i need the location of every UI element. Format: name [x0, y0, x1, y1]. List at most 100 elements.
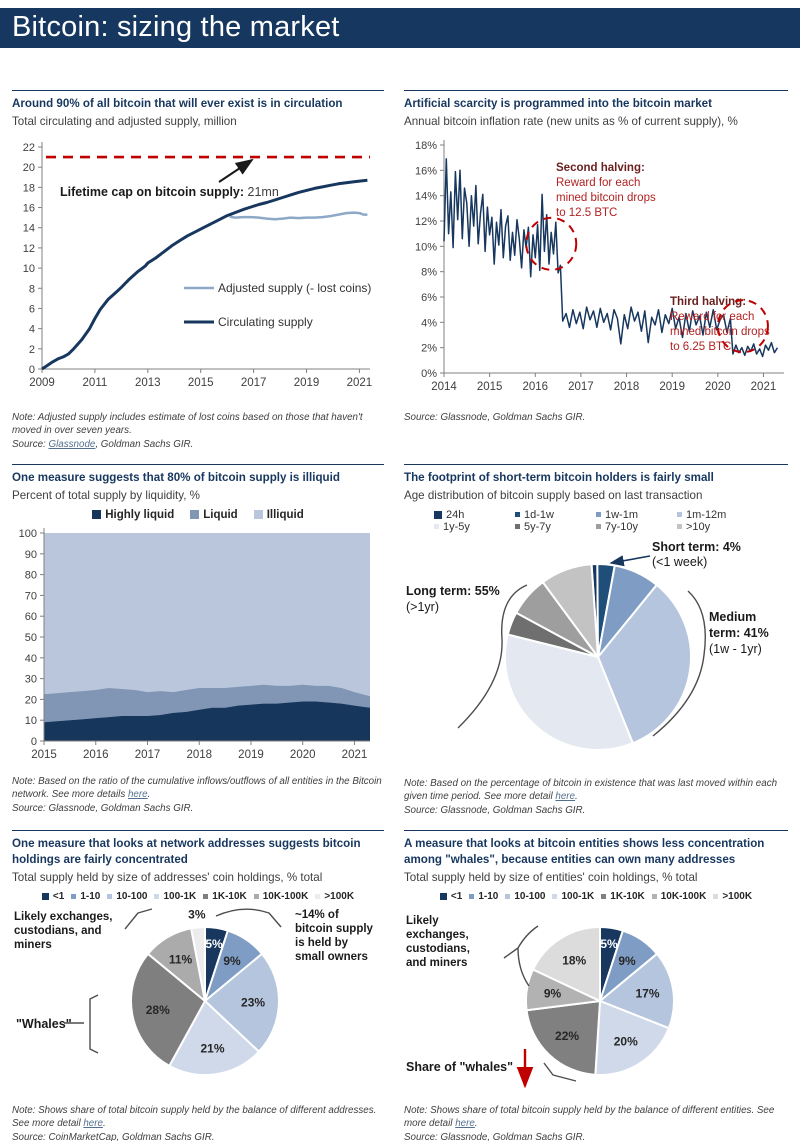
svg-text:2015: 2015: [31, 749, 57, 761]
note-text: Note: Based on the ratio of the cumulati…: [12, 775, 382, 801]
svg-text:10: 10: [23, 263, 35, 275]
svg-text:10: 10: [25, 715, 37, 727]
svg-text:28%: 28%: [146, 1003, 170, 1017]
note-text: . Source: Glassnode, Goldman Sachs GIR.: [404, 791, 586, 816]
legend-label: >100K: [722, 890, 753, 902]
section-rule: [404, 90, 788, 91]
section-age: The footprint of short-term bitcoin hold…: [404, 464, 788, 817]
svg-text:2019: 2019: [238, 749, 264, 761]
legend-swatch-icon: [434, 510, 442, 519]
note-text: Note: Adjusted supply includes estimate …: [12, 411, 363, 450]
svg-text:term: 41%: term: 41%: [709, 626, 769, 640]
legend-item: 1m-12m: [677, 509, 758, 521]
svg-text:2021: 2021: [342, 749, 368, 761]
legend-label: 5y-7y: [524, 520, 551, 533]
legend-label: 10K-100K: [262, 890, 309, 902]
svg-text:2011: 2011: [83, 377, 108, 389]
svg-text:Medium: Medium: [709, 610, 756, 624]
legend-item: 1w-1m: [596, 509, 677, 521]
legend-swatch-icon: [505, 893, 511, 899]
svg-text:9%: 9%: [223, 954, 241, 968]
legend-swatch-icon: [154, 893, 160, 899]
legend-label: 1K-10K: [610, 890, 645, 902]
legend-item: 1K-10K: [203, 891, 247, 902]
legend-swatch-icon: [677, 512, 682, 518]
content-grid: Around 90% of all bitcoin that will ever…: [0, 48, 800, 1141]
legend-swatch-icon: [515, 524, 520, 530]
svg-text:18%: 18%: [562, 953, 586, 967]
svg-text:18%: 18%: [415, 140, 437, 152]
legend-item: 1y-5y: [434, 521, 515, 533]
svg-text:small owners: small owners: [295, 951, 368, 963]
legend-item: Highly liquid: [92, 509, 174, 521]
svg-text:100: 100: [19, 528, 37, 540]
note-link[interactable]: Glassnode: [48, 438, 96, 450]
svg-text:0: 0: [31, 736, 37, 748]
svg-text:2017: 2017: [135, 749, 161, 761]
svg-text:2%: 2%: [421, 342, 437, 354]
note-link[interactable]: here: [83, 1118, 103, 1130]
svg-text:2013: 2013: [135, 377, 161, 389]
chart-title: A measure that looks at bitcoin entities…: [404, 837, 765, 867]
svg-text:23%: 23%: [241, 995, 265, 1009]
svg-text:Third halving:: Third halving:: [670, 296, 746, 308]
svg-text:18: 18: [23, 182, 35, 194]
legend-swatch-icon: [651, 893, 657, 899]
chart-subtitle: Total supply held by size of addresses' …: [12, 870, 323, 884]
svg-text:2021: 2021: [347, 377, 373, 389]
svg-text:Likely exchanges,: Likely exchanges,: [14, 911, 112, 923]
svg-text:Likely: Likely: [406, 915, 439, 927]
svg-text:"Whales": "Whales": [16, 1017, 72, 1031]
svg-text:Circulating supply: Circulating supply: [218, 315, 313, 329]
legend-swatch-icon: [253, 893, 259, 899]
legend-item: 1-10: [469, 891, 498, 902]
chart-title: Artificial scarcity is programmed into t…: [404, 97, 712, 110]
legend-label: Highly liquid: [105, 508, 175, 521]
legend-swatch-icon: [107, 893, 113, 899]
note-link[interactable]: here: [555, 791, 575, 803]
legend-swatch-icon: [677, 524, 682, 530]
legend-label: 1-10: [478, 890, 499, 902]
supply-line-chart: 0 2 4 6 8 10 12 14 16 18 20 22 2009 2011 2013 2015 2017 2…: [23, 141, 373, 389]
legend-item: >10y: [677, 521, 758, 533]
legend-swatch-icon: [515, 512, 520, 518]
svg-text:2019: 2019: [659, 381, 685, 393]
chart-subtitle: Age distribution of bitcoin supply based…: [404, 488, 703, 502]
svg-text:is held by: is held by: [295, 937, 349, 949]
svg-text:Reward for each: Reward for each: [670, 311, 754, 323]
svg-text:8: 8: [29, 283, 35, 295]
svg-text:21%: 21%: [201, 1041, 225, 1055]
legend-swatch-icon: [71, 893, 77, 899]
legend-label: >10y: [686, 520, 711, 533]
svg-text:20%: 20%: [614, 1034, 638, 1048]
legend-label: 10-100: [514, 890, 546, 902]
section-entities: A measure that looks at bitcoin entities…: [404, 830, 788, 1141]
note-link[interactable]: here: [127, 789, 148, 801]
svg-text:(1w - 1yr): (1w - 1yr): [709, 642, 762, 656]
chart-note: Note: Based on the ratio of the cumulati…: [12, 775, 384, 816]
chart-note: Note: Based on the percentage of bitcoin…: [404, 777, 788, 818]
legend-item: 1K-10K: [601, 890, 645, 902]
chart-title: The footprint of short-term bitcoin hold…: [404, 471, 714, 485]
svg-text:11%: 11%: [169, 952, 193, 966]
age-pie-chart: Short term: 4%(<1 week) Medium term: 41% (1…: [406, 540, 769, 751]
note-text: Note: Based on the percentage of bitcoin…: [404, 777, 778, 803]
legend-label: 10K-100K: [660, 890, 707, 902]
legend-item: 10-100: [505, 891, 545, 902]
page-title: Bitcoin: sizing the market: [12, 11, 340, 43]
legend-label: 100-1K: [561, 890, 595, 902]
svg-text:12%: 12%: [415, 216, 437, 228]
svg-text:14%: 14%: [415, 190, 437, 202]
svg-text:2018: 2018: [614, 381, 640, 393]
legend-swatch-icon: [92, 510, 102, 520]
chart-note: Note: Adjusted supply includes estimate …: [12, 411, 384, 452]
legend-item: >100K: [315, 891, 354, 902]
svg-text:bitcoin supply: bitcoin supply: [295, 923, 374, 935]
section-rule: [12, 464, 384, 466]
chart-title: One measure that looks at network addres…: [12, 837, 361, 867]
note-link[interactable]: here: [455, 1118, 475, 1130]
svg-text:2016: 2016: [522, 381, 548, 393]
legend-item: 1-10: [71, 891, 100, 902]
legend-swatch-icon: [596, 512, 601, 518]
age-legend: 24h 1d-1w 1w-1m 1m-12m 1y-5y 5y-7y 7y-10y >10y: [430, 509, 762, 533]
